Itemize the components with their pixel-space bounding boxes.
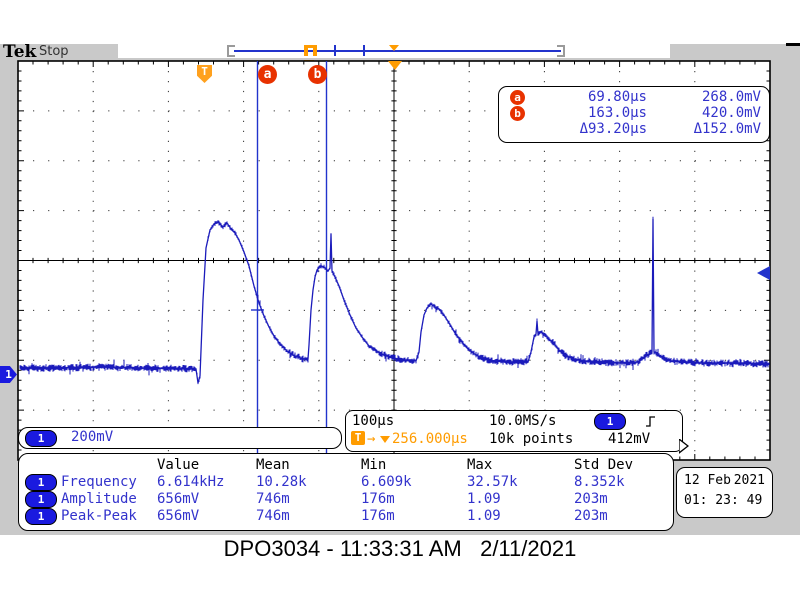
meas-value: 656mV	[157, 508, 200, 524]
trigger-level-arrow-icon[interactable]	[757, 266, 770, 280]
meas-min: 6.609k	[361, 474, 412, 490]
meas-hdr-value: Value	[157, 457, 200, 473]
trigger-level-value: 412mV	[608, 431, 651, 447]
meas-hdr-mean: Mean	[256, 457, 290, 473]
meas-hdr-std: Std Dev	[574, 457, 634, 473]
cursor-b-badge[interactable]: b	[308, 65, 327, 84]
meas-row-badge: 1	[25, 474, 61, 491]
cursor-b-voltage: 420.0mV	[701, 105, 761, 121]
trigger-delay-value: 256.000µs	[392, 431, 468, 447]
cursor-delta-time: Δ93.20µs	[579, 121, 647, 137]
measurement-table: Value Mean Min Max Std Dev 1 Frequency 6…	[18, 453, 674, 531]
meas-hdr-max: Max	[467, 457, 493, 473]
sample-rate: 10.0MS/s	[489, 413, 557, 429]
channel1-scale: 200mV	[71, 429, 114, 445]
meas-ch-badge: 1	[25, 474, 57, 491]
delay-triangle-icon	[380, 436, 390, 443]
trigger-time-marker[interactable]: T	[197, 65, 212, 83]
cursor-b-time: 163.0µs	[587, 105, 647, 121]
meas-std: 8.352k	[574, 474, 625, 490]
meas-name: Frequency	[61, 474, 137, 490]
record-window-bracket-right-icon	[557, 45, 565, 57]
year-label: 2021	[733, 473, 765, 488]
meas-hdr-min: Min	[361, 457, 387, 473]
channel-readout-box: 1 200mV	[18, 427, 342, 449]
acquisition-status: Stop	[39, 44, 69, 59]
meas-max: 1.09	[467, 491, 501, 507]
cursor-b-row: b 163.0µs 420.0mV	[499, 105, 769, 122]
meas-max: 1.09	[467, 508, 501, 524]
cursor-a-badge[interactable]: a	[258, 65, 277, 84]
meas-std: 203m	[574, 491, 608, 507]
channel1-ground-marker[interactable]: 1	[0, 366, 17, 383]
cursor-a-row-badge: a	[510, 90, 525, 105]
meas-name: Peak-Peak	[61, 508, 137, 524]
top-right-dash	[786, 43, 800, 46]
record-trigger-position-icon	[389, 45, 399, 51]
screenshot-caption: DPO3034 - 11:33:31 AM 2/11/2021	[223, 536, 577, 561]
timebase-box: 100µs 10.0MS/s 1 T → 256.000µs 10k point…	[345, 410, 689, 454]
meas-mean: 10.28k	[256, 474, 307, 490]
meas-std: 203m	[574, 508, 608, 524]
record-cursor-a-tick	[334, 45, 336, 56]
cursor-a-time: 69.80µs	[587, 89, 647, 105]
meas-row-badge: 1	[25, 508, 61, 525]
time-label: 01: 23: 49	[684, 493, 763, 508]
meas-mean: 746m	[256, 491, 290, 507]
rising-edge-icon	[646, 416, 655, 427]
meas-value: 656mV	[157, 491, 200, 507]
meas-min: 176m	[361, 491, 395, 507]
cursor-a-row: a 69.80µs 268.0mV	[499, 89, 769, 106]
meas-value: 6.614kHz	[157, 474, 225, 490]
meas-ch-badge: 1	[25, 491, 57, 508]
record-length: 10k points	[489, 431, 574, 447]
delay-arrow-icon: →	[367, 431, 376, 447]
meas-min: 176m	[361, 508, 395, 524]
trigger-position-icon[interactable]	[388, 61, 402, 70]
cursor-a-voltage: 268.0mV	[701, 89, 761, 105]
meas-max: 32.57k	[467, 474, 518, 490]
meas-name: Amplitude	[61, 491, 137, 507]
cursor-delta-voltage: Δ152.0mV	[693, 121, 761, 137]
datetime-box: 12 Feb 2021 01: 23: 49	[676, 467, 773, 518]
record-window-line	[234, 50, 561, 52]
meas-hdr-spacer	[25, 457, 61, 474]
cursor-b-row-badge: b	[510, 106, 525, 121]
cursor-delta-row: Δ93.20µs Δ152.0mV	[499, 121, 769, 138]
meas-row-badge: 1	[25, 491, 61, 508]
trigger-delay-t-icon: T	[351, 431, 365, 445]
channel1-badge: 1	[25, 430, 57, 447]
trigger-source-badge: 1	[594, 413, 626, 430]
record-cursor-b-tick	[363, 45, 365, 56]
timebase-box-tail	[679, 439, 689, 454]
horizontal-scale: 100µs	[352, 413, 395, 429]
record-zoom-marker-icon	[304, 45, 317, 59]
cursor-readout-box: a 69.80µs 268.0mV b 163.0µs 420.0mV Δ93.…	[498, 86, 770, 143]
meas-mean: 746m	[256, 508, 290, 524]
record-window-bracket-left-icon	[227, 45, 235, 57]
meas-hdr-spacer2	[61, 457, 157, 474]
tek-logo: Tek	[3, 42, 37, 62]
date-label: 12 Feb	[684, 473, 731, 488]
meas-ch-badge: 1	[25, 508, 57, 525]
